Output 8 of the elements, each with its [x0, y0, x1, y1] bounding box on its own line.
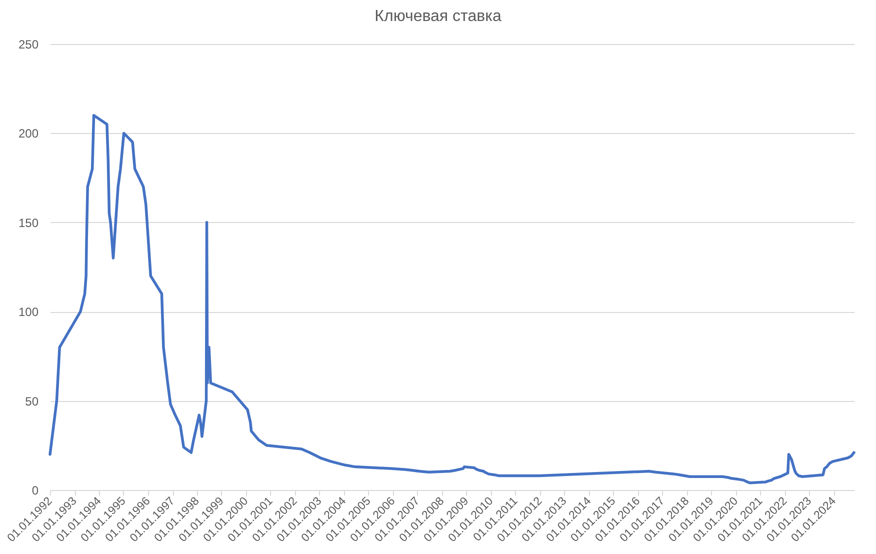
y-tick-label: 100: [18, 305, 39, 320]
y-tick-label: 250: [18, 38, 39, 52]
line-series: [48, 114, 856, 484]
y-tick-label: 50: [25, 394, 39, 408]
y-tick-label: 200: [18, 126, 39, 141]
y-tick-label: 150: [18, 216, 39, 230]
chart-title: Ключевая ставка: [374, 8, 502, 25]
y-tick-label: 0: [32, 484, 39, 498]
